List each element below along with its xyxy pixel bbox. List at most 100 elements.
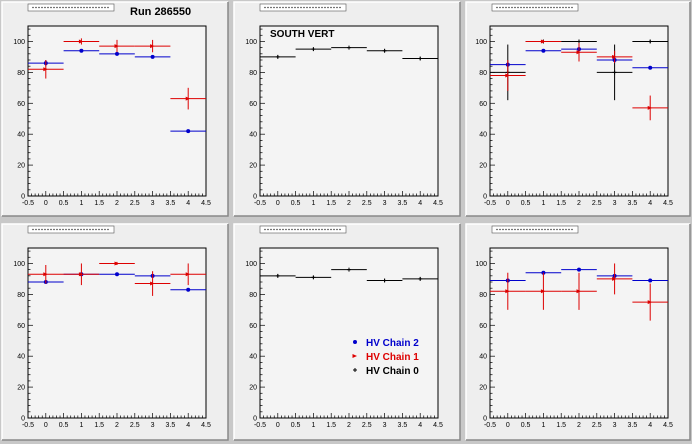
x-tick-label: 4.5 xyxy=(201,422,211,429)
x-tick-label: 0 xyxy=(276,200,280,207)
x-tick-label: 0 xyxy=(44,200,48,207)
data-point-arrow xyxy=(505,289,510,294)
x-tick-label: 3.5 xyxy=(398,200,408,207)
x-tick-label: 0.5 xyxy=(59,200,69,207)
series-arrow xyxy=(490,263,668,321)
panel-bevel-light xyxy=(233,223,460,440)
x-tick-label: 2 xyxy=(347,422,351,429)
x-tick-label: 1 xyxy=(311,200,315,207)
data-point-arrow xyxy=(185,96,191,101)
x-tick-label: 2.5 xyxy=(130,422,140,429)
x-tick-label: 2.5 xyxy=(130,200,140,207)
x-tick-label: 1 xyxy=(541,200,545,207)
y-tick-label: 60 xyxy=(17,101,25,108)
data-point-cross xyxy=(418,56,423,61)
panel-bevel-light xyxy=(465,1,690,216)
x-tick-label: 0.5 xyxy=(291,200,301,207)
data-point-cross xyxy=(648,39,653,44)
x-tick-label: 0 xyxy=(506,200,510,207)
y-tick-label: 0 xyxy=(21,416,25,423)
x-tick-label: 0.5 xyxy=(521,422,531,429)
y-tick-label: 100 xyxy=(13,39,25,46)
data-point-arrow xyxy=(114,261,119,266)
x-tick-label: 3.5 xyxy=(166,200,176,207)
data-point-arrow xyxy=(150,44,155,49)
y-tick-label: 100 xyxy=(245,39,257,46)
series-cross xyxy=(260,45,438,61)
data-point-arrow xyxy=(647,105,653,110)
y-tick-label: 40 xyxy=(17,354,25,361)
x-tick-label: 1.5 xyxy=(94,422,104,429)
plot-panel-2: -0.5 0 0.5 1 1.5 2 2.5 3 3.5 4 4.5020406080100SOUT… xyxy=(233,1,461,217)
y-tick-label: 0 xyxy=(253,194,257,201)
legend-label: HV Chain 0 xyxy=(366,366,419,377)
x-tick-label: -0.5 xyxy=(254,200,266,207)
data-point-arrow xyxy=(114,44,119,49)
data-point-arrow xyxy=(185,272,191,277)
data-point-dot xyxy=(115,272,119,277)
y-tick-label: 60 xyxy=(479,323,487,330)
x-tick-label: 2 xyxy=(347,200,351,207)
data-point-cross xyxy=(382,48,387,53)
x-tick-label: 4 xyxy=(418,200,422,207)
y-tick-label: 0 xyxy=(483,194,487,201)
data-point-arrow xyxy=(612,54,617,59)
y-tick-label: 60 xyxy=(479,101,487,108)
data-point-dot xyxy=(577,267,581,272)
x-tick-label: 3 xyxy=(383,200,387,207)
y-tick-label: 20 xyxy=(249,163,257,170)
x-tick-label: 0.5 xyxy=(59,422,69,429)
y-tick-label: 60 xyxy=(249,323,257,330)
x-tick-label: 4 xyxy=(186,200,190,207)
y-tick-label: 80 xyxy=(479,70,487,77)
x-tick-label: 3.5 xyxy=(628,200,638,207)
y-tick-label: 80 xyxy=(17,70,25,77)
y-tick-label: 100 xyxy=(475,261,487,268)
x-tick-label: 1.5 xyxy=(556,200,566,207)
x-tick-label: 1.5 xyxy=(326,200,336,207)
series-dot xyxy=(28,48,206,134)
x-tick-label: 4 xyxy=(648,200,652,207)
data-point-dot xyxy=(150,54,155,59)
x-tick-label: 0.5 xyxy=(521,200,531,207)
y-tick-label: 20 xyxy=(17,385,25,392)
x-tick-label: 1.5 xyxy=(94,200,104,207)
x-tick-label: 3 xyxy=(151,200,155,207)
data-point-arrow xyxy=(576,50,581,55)
data-point-cross xyxy=(275,273,280,278)
x-tick-label: 3 xyxy=(613,422,617,429)
data-point-arrow xyxy=(505,73,510,78)
data-point-cross xyxy=(382,278,387,283)
panel-bevel-dark xyxy=(234,2,461,217)
x-tick-label: 3.5 xyxy=(166,422,176,429)
run-label: Run 286550 xyxy=(130,6,191,18)
x-tick-label: 1 xyxy=(311,422,315,429)
series-cross xyxy=(260,267,438,283)
data-point-arrow xyxy=(540,39,546,44)
panel-bevel-light xyxy=(1,1,228,216)
x-tick-label: 2.5 xyxy=(592,200,602,207)
x-tick-label: 0 xyxy=(506,422,510,429)
data-point-dot xyxy=(541,48,546,53)
data-point-cross xyxy=(612,70,617,75)
x-tick-label: 1 xyxy=(541,422,545,429)
data-point-cross xyxy=(311,275,316,280)
x-tick-label: 4.5 xyxy=(433,200,443,207)
x-tick-label: 4 xyxy=(186,422,190,429)
y-tick-label: 80 xyxy=(249,292,257,299)
data-point-arrow xyxy=(612,276,617,281)
x-tick-label: 4.5 xyxy=(663,200,673,207)
data-point-arrow xyxy=(78,272,84,277)
x-tick-label: 1 xyxy=(79,422,83,429)
data-point-dot xyxy=(115,51,119,56)
x-tick-label: 3 xyxy=(613,200,617,207)
series-arrow xyxy=(28,38,206,110)
x-tick-label: 2.5 xyxy=(362,200,372,207)
x-tick-label: 3 xyxy=(383,422,387,429)
plot-frame xyxy=(27,247,207,419)
y-tick-label: 20 xyxy=(479,385,487,392)
